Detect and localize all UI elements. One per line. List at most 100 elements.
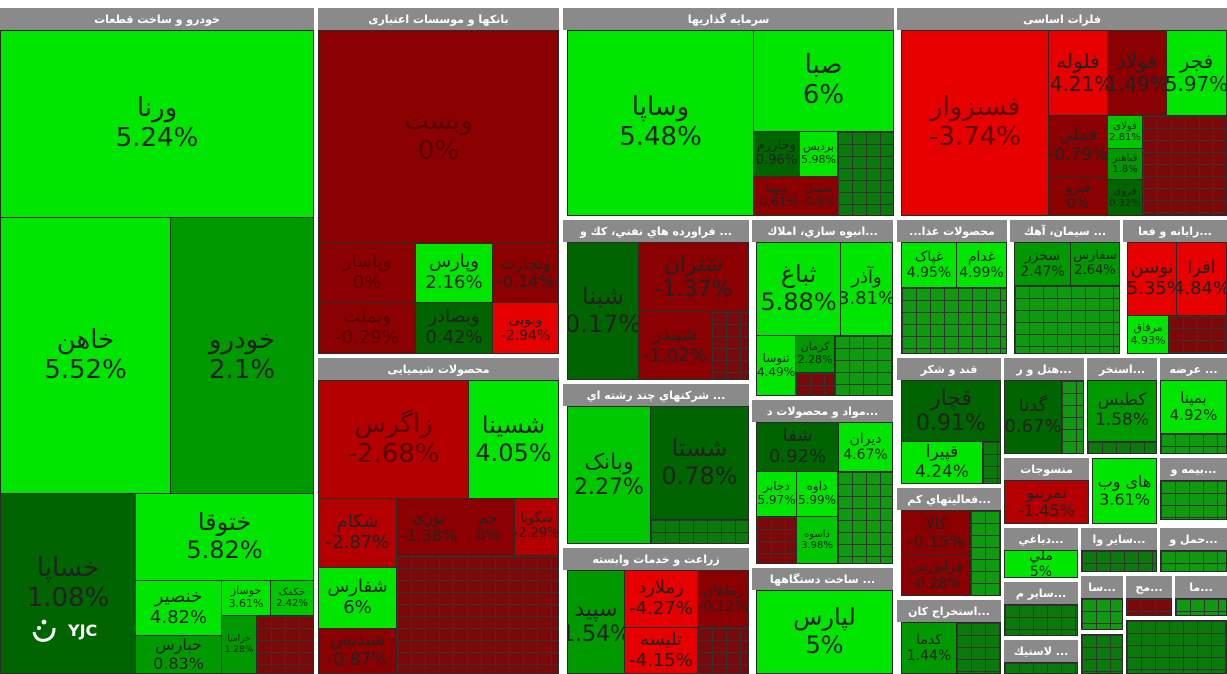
stock-tile[interactable]: شفا 0.92%	[756, 422, 839, 472]
small-stocks-cluster[interactable]	[1160, 550, 1227, 572]
stock-tile[interactable]: فملي -0.79%	[1048, 115, 1108, 177]
stock-tile[interactable]: وبوبی -2.94%	[492, 302, 559, 354]
small-stocks-cluster[interactable]	[1061, 380, 1084, 454]
small-stocks-cluster[interactable]	[1004, 662, 1078, 674]
stock-tile[interactable]: وآذر 3.81%	[840, 242, 893, 336]
small-stocks-cluster[interactable]	[834, 335, 893, 396]
small-stocks-cluster[interactable]	[711, 311, 749, 380]
stock-tile[interactable]: شگویا -2.29%	[514, 498, 559, 556]
stock-tile[interactable]: ثباغ 5.88%	[756, 242, 841, 336]
stock-tile[interactable]: وبصادر 0.42%	[415, 302, 493, 354]
stock-tile[interactable]: مرفاق 4.93%	[1127, 315, 1169, 354]
stock-tile[interactable]: ورنا 5.24%	[0, 30, 314, 218]
stock-tile[interactable]: بمپنا 4.92%	[1160, 380, 1227, 434]
small-stocks-cluster[interactable]	[1168, 315, 1227, 354]
stock-tile[interactable]: جم 0%	[461, 498, 515, 556]
stock-tile[interactable]: وخارزم 0.96%	[753, 131, 800, 177]
stock-tile[interactable]: وبانک 2.27%	[567, 406, 651, 544]
stock-tile[interactable]: کرمان 2.28%	[795, 335, 835, 373]
stock-tile[interactable]: ثنوسا 4.49%	[756, 335, 796, 396]
stock-tile[interactable]: لپارس 5%	[756, 590, 893, 674]
stock-tile[interactable]: داسوه 3.98%	[796, 516, 838, 564]
stock-tile[interactable]: خرامیا 1.28%	[221, 615, 257, 674]
stock-tile[interactable]: غدام 4.99%	[956, 242, 1007, 288]
small-stocks-cluster[interactable]	[1081, 550, 1157, 572]
small-stocks-cluster[interactable]	[795, 372, 835, 396]
stock-tile[interactable]: زاگرس -2.68%	[318, 380, 469, 499]
stock-tile[interactable]: فروی 0.32%	[1107, 179, 1143, 216]
stock-tile[interactable]: فجر 5.97%	[1166, 30, 1227, 116]
stock-tile[interactable]: حبارس 0.83%	[135, 635, 222, 674]
small-stocks-cluster[interactable]	[1142, 115, 1227, 216]
small-stocks-cluster[interactable]	[982, 441, 1001, 484]
stock-tile[interactable]: کالا -0.15%	[901, 510, 971, 556]
stock-tile[interactable]: فنرو 0%	[1048, 176, 1108, 216]
stock-tile[interactable]: فولاد 1.49%	[1107, 30, 1167, 116]
stock-tile[interactable]: ختوقا 5.82%	[135, 493, 314, 581]
small-stocks-cluster[interactable]	[956, 622, 1001, 674]
stock-tile[interactable]: شکام -2.87%	[318, 498, 397, 568]
stock-tile[interactable]: فولای 2.81%	[1107, 115, 1143, 149]
small-stocks-cluster[interactable]	[756, 516, 797, 564]
stock-tile[interactable]: ملي 5%	[1004, 550, 1078, 578]
stock-tile[interactable]: شتران -1.37%	[638, 242, 749, 312]
stock-tile[interactable]: کدما 1.44%	[901, 622, 957, 674]
stock-tile[interactable]: نوری -1.38%	[396, 498, 462, 556]
stock-tile[interactable]: سخزر 2.47%	[1014, 242, 1071, 286]
stock-tile[interactable]: بردیس 5.98%	[799, 131, 838, 177]
stock-tile[interactable]: شبدیس -0.87%	[318, 628, 397, 674]
small-stocks-cluster[interactable]	[1160, 433, 1227, 454]
stock-tile[interactable]: وبملت -0.29%	[318, 302, 416, 354]
stock-tile[interactable]: زملارد -4.27%	[624, 570, 698, 628]
small-stocks-cluster[interactable]	[837, 471, 893, 564]
stock-tile[interactable]: خنصیر 4.82%	[135, 580, 222, 636]
stock-tile[interactable]: وپارس 2.16%	[415, 243, 493, 303]
small-stocks-cluster[interactable]	[1126, 598, 1172, 616]
small-stocks-cluster[interactable]	[1175, 598, 1227, 616]
stock-tile[interactable]: سپید1.54%	[567, 570, 625, 674]
stock-tile[interactable]: خوساز 3.61%	[221, 580, 271, 616]
stock-tile[interactable]: گدنا 0.67%	[1004, 380, 1062, 454]
stock-tile[interactable]: کطبس 1.58%	[1087, 380, 1157, 442]
stock-tile[interactable]: سمبل -0.8%	[799, 176, 838, 216]
stock-tile[interactable]: داوه 5.99%	[796, 471, 838, 517]
stock-tile[interactable]: نمرینو -1.45%	[1004, 480, 1089, 524]
small-stocks-cluster[interactable]	[650, 519, 749, 544]
stock-tile[interactable]: تلیسه -4.15%	[624, 627, 698, 674]
small-stocks-cluster[interactable]	[697, 627, 749, 674]
stock-tile[interactable]: وبهیا -0.61%	[753, 176, 800, 216]
stock-tile[interactable]: شبندر -1.02%	[638, 311, 712, 380]
stock-tile[interactable]: ونجارت -0.14%	[492, 243, 559, 303]
stock-tile[interactable]: قچار 0.91%	[901, 380, 1001, 442]
small-stocks-cluster[interactable]	[1004, 604, 1078, 636]
stock-tile[interactable]: نوسن-5.35%	[1127, 242, 1177, 316]
stock-tile[interactable]: فلوله-4.21%	[1048, 30, 1108, 116]
stock-tile[interactable]: سفارس 2.64%	[1070, 242, 1120, 286]
stock-tile[interactable]: شسینا 4.05%	[468, 380, 559, 499]
stock-tile[interactable]: فرابورس -0.28%	[901, 555, 971, 596]
small-stocks-cluster[interactable]	[1081, 598, 1123, 630]
small-stocks-cluster[interactable]	[1081, 634, 1123, 674]
stock-tile[interactable]: شبنا 0.17%	[567, 242, 639, 380]
small-stocks-cluster[interactable]	[396, 555, 559, 674]
stock-tile[interactable]: دیران 4.67%	[838, 422, 893, 472]
small-stocks-cluster[interactable]	[1087, 441, 1157, 454]
stock-tile[interactable]: غپاک 4.95%	[901, 242, 957, 288]
small-stocks-cluster[interactable]	[256, 615, 314, 674]
small-stocks-cluster[interactable]	[1126, 620, 1227, 674]
stock-tile[interactable]: های وب 3.61%	[1092, 458, 1157, 524]
stock-tile[interactable]: خساپا 1.08%	[0, 493, 136, 674]
stock-tile[interactable]: وبست 0%	[318, 30, 559, 244]
stock-tile[interactable]: زماهان -0.12%	[697, 570, 749, 628]
stock-tile[interactable]: وپاسار 0%	[318, 243, 416, 303]
stock-tile[interactable]: قپیرا 4.24%	[901, 441, 983, 484]
small-stocks-cluster[interactable]	[970, 510, 1001, 596]
stock-tile[interactable]: فسبزوار -3.74%	[901, 30, 1049, 216]
stock-tile[interactable]: صبا 6%	[753, 30, 894, 132]
stock-tile[interactable]: افرا4.84%	[1176, 242, 1227, 316]
stock-tile[interactable]: فباهنر 1.8%	[1107, 148, 1143, 180]
stock-tile[interactable]: شفارس 6%	[318, 567, 397, 629]
stock-tile[interactable]: دجابر 5.97%	[756, 471, 797, 517]
small-stocks-cluster[interactable]	[901, 287, 1007, 354]
stock-tile[interactable]: خاهن 5.52%	[0, 217, 171, 494]
